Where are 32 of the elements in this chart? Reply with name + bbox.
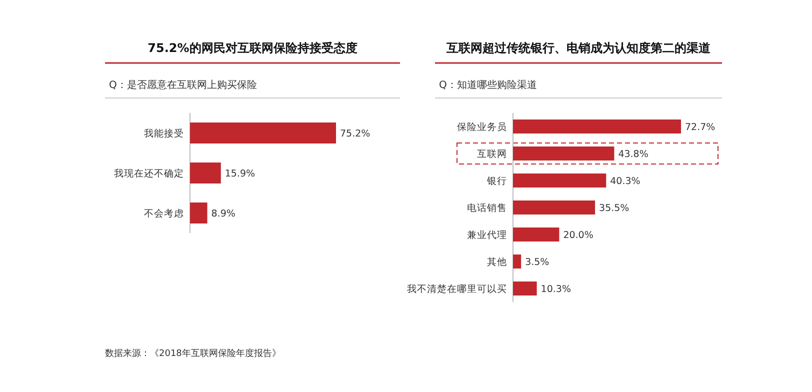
y-tick-label: 我不清楚在哪里可以买 bbox=[407, 283, 507, 295]
y-tick-label: 我现在还不确定 bbox=[114, 168, 184, 180]
bar bbox=[513, 228, 560, 242]
bar bbox=[513, 254, 522, 268]
data-label: 75.2% bbox=[340, 128, 370, 140]
y-tick-label: 我能接受 bbox=[144, 128, 184, 140]
data-label: 43.8% bbox=[618, 149, 648, 160]
data-label: 15.9% bbox=[224, 168, 256, 180]
data-label: 40.3% bbox=[610, 176, 640, 187]
bar bbox=[513, 282, 537, 296]
data-label: 3.5% bbox=[525, 257, 550, 268]
bar bbox=[513, 200, 596, 214]
bar bbox=[513, 174, 606, 188]
chart-title: 互联网超过传统银行、电销成为认知度第二的渠道 bbox=[446, 41, 712, 55]
data-label: 35.5% bbox=[599, 203, 630, 214]
y-tick-label: 兼业代理 bbox=[467, 229, 507, 241]
chart-subtitle: Q：知道哪些购险渠道 bbox=[439, 79, 537, 91]
y-tick-label: 银行 bbox=[486, 176, 507, 187]
bar bbox=[513, 120, 681, 134]
bar bbox=[513, 146, 614, 160]
y-tick-label: 保险业务员 bbox=[457, 121, 507, 133]
y-tick-label: 互联网 bbox=[477, 148, 507, 160]
data-label: 20.0% bbox=[563, 230, 594, 241]
data-label: 8.9% bbox=[211, 208, 236, 220]
chart-subtitle: Q：是否愿意在互联网上购买保险 bbox=[109, 79, 257, 91]
data-label: 72.7% bbox=[685, 122, 716, 133]
data-label: 10.3% bbox=[540, 284, 571, 295]
y-tick-label: 电话销售 bbox=[467, 202, 507, 214]
y-tick-label: 不会考虑 bbox=[144, 208, 184, 220]
source-note: 数据来源：《2018年互联网保险年度报告》 bbox=[105, 348, 281, 359]
chart-title: 75.2%的网民对互联网保险持接受态度 bbox=[148, 41, 358, 55]
y-tick-label: 其他 bbox=[487, 256, 507, 268]
